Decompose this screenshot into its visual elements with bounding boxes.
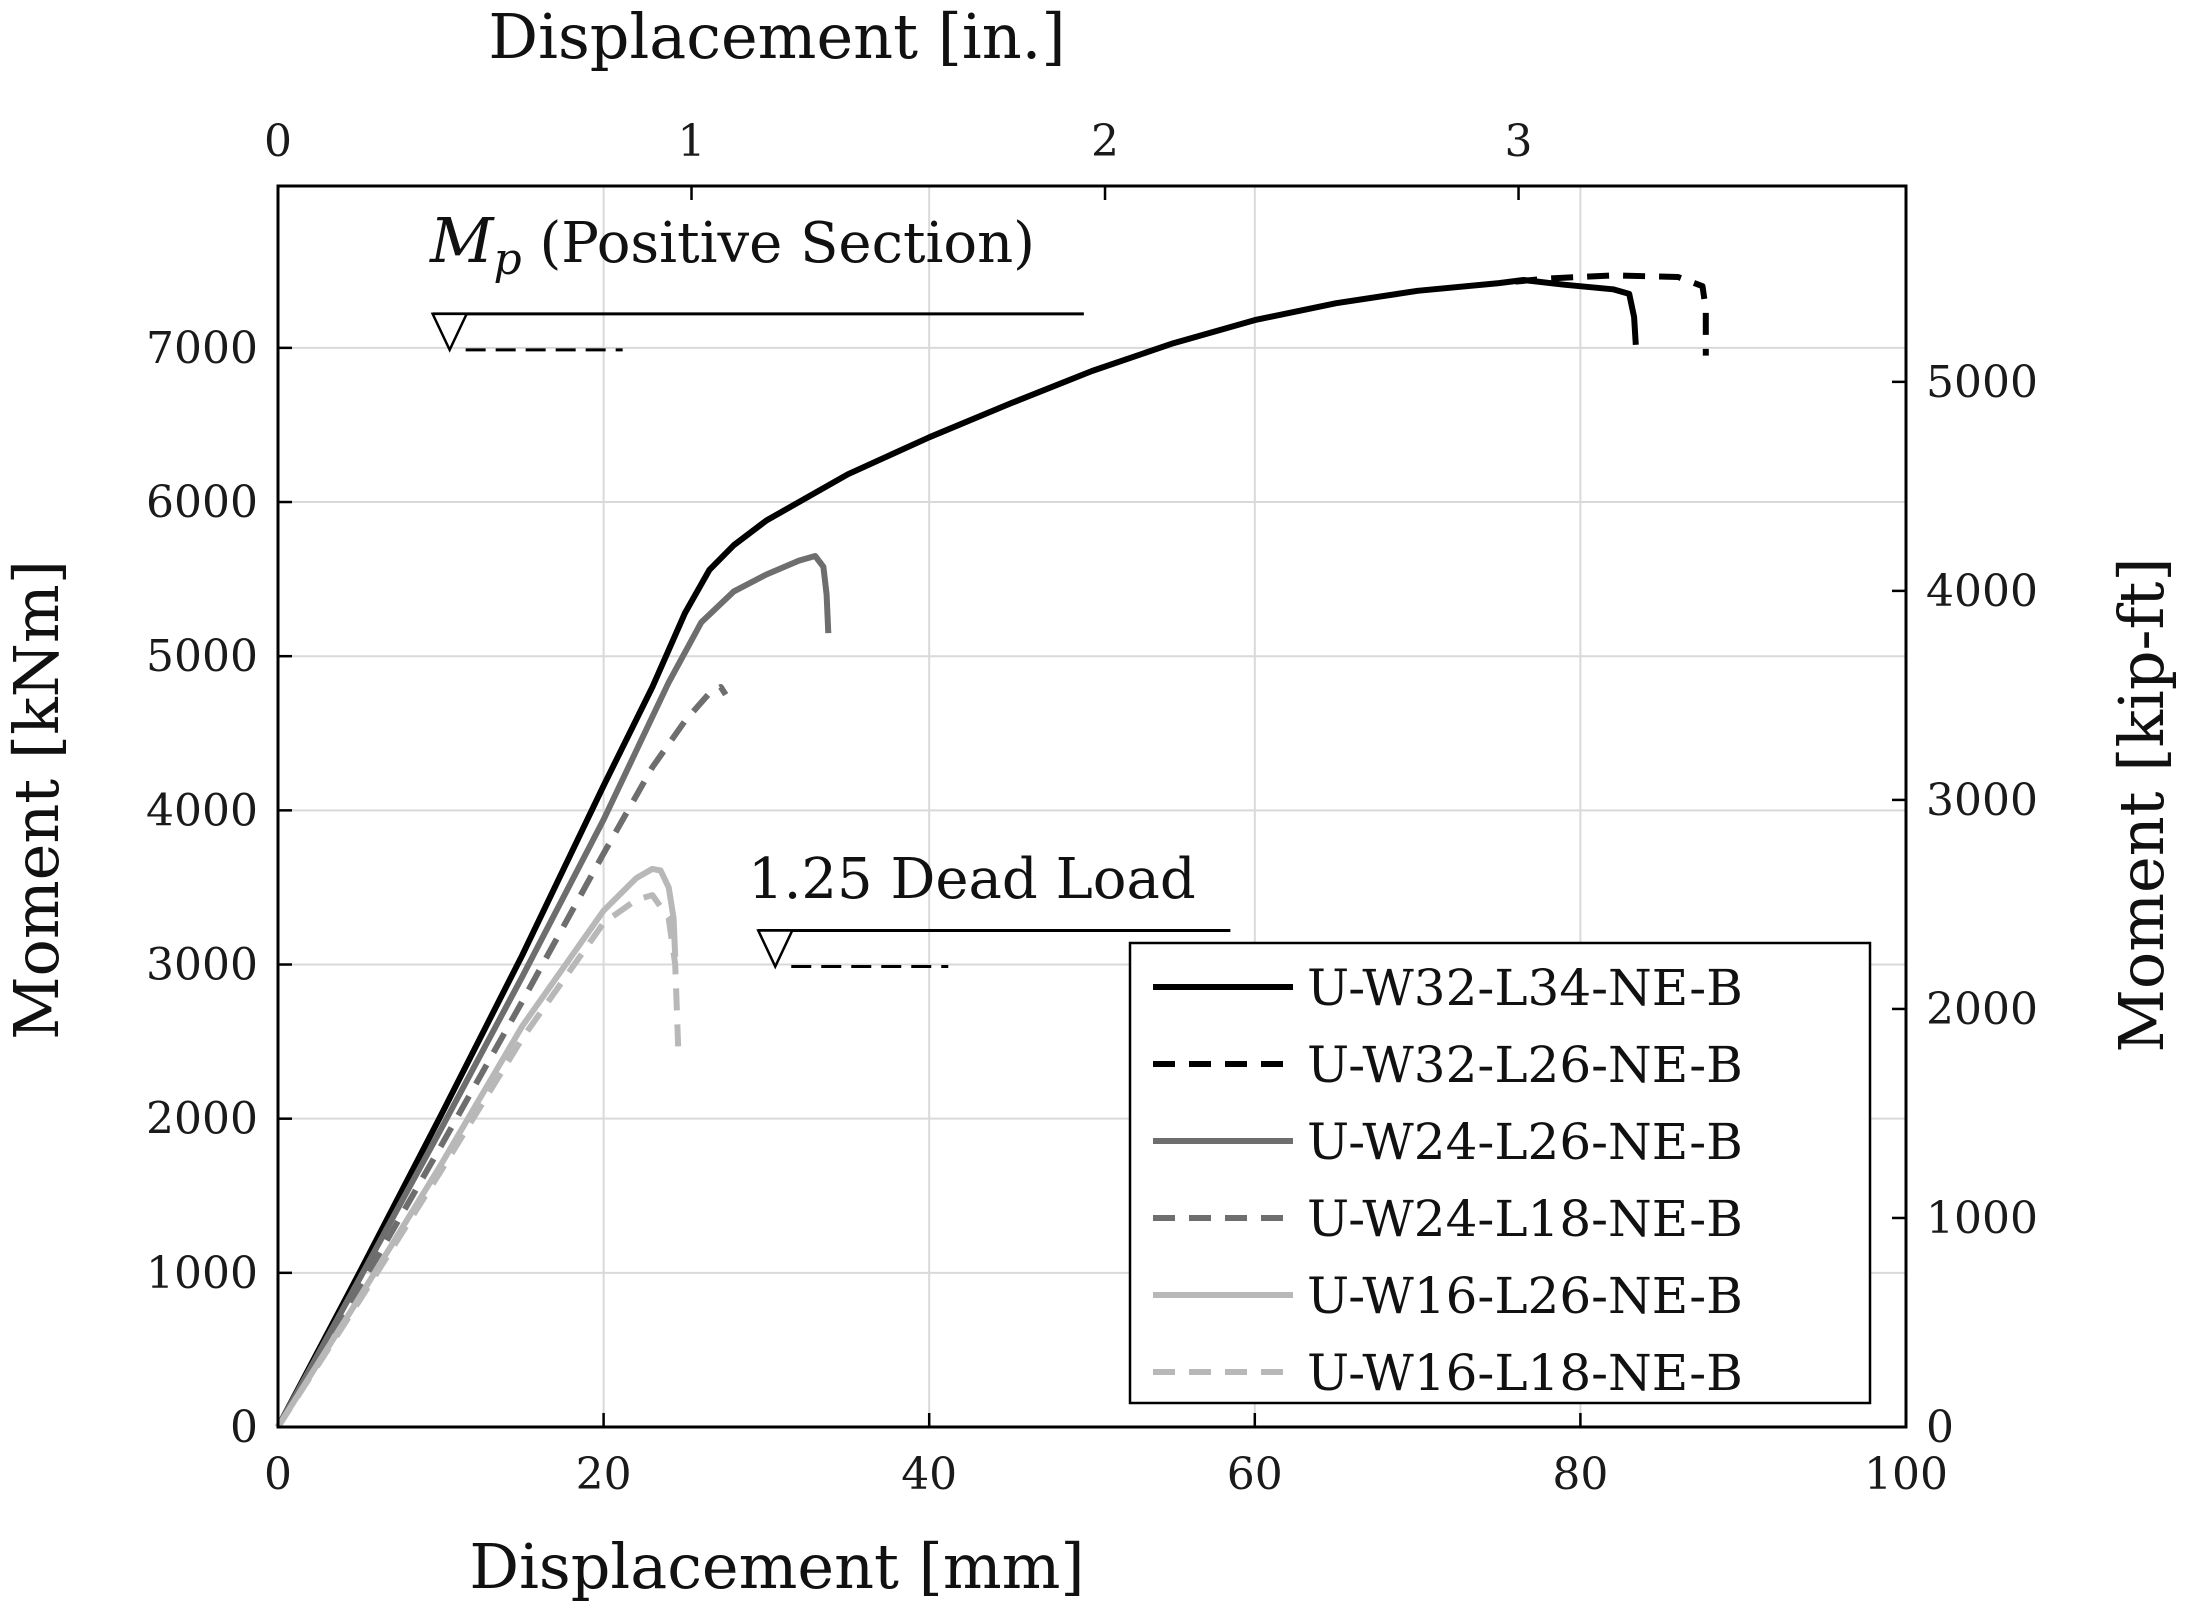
x2-tick-label: 0 <box>264 116 292 167</box>
plot-frame <box>276 184 1908 1429</box>
x-tick-label: 100 <box>1864 1449 1948 1500</box>
ticks: 0 20 40 60 80 1000100020003000400050006000700… <box>146 116 2038 1500</box>
x-tick-label: 40 <box>901 1449 957 1500</box>
grid <box>278 186 1906 1427</box>
dead-load-annotation-label: 1.25 Dead Load <box>748 847 1196 912</box>
x2-axis-title: Displacement [in.] <box>488 0 1065 73</box>
legend-label: U-W16-L18-NE-B <box>1307 1344 1743 1402</box>
legend-box <box>1128 941 1872 1405</box>
legend-label: U-W24-L26-NE-B <box>1307 1113 1743 1171</box>
y-tick-label: 5000 <box>146 631 258 682</box>
mp-text: (Positive Section) <box>522 211 1035 276</box>
y2-axis-title: Moment [kip-ft] <box>2105 557 2178 1052</box>
y2-tick-label: 5000 <box>1926 357 2038 408</box>
legend-label: U-W24-L18-NE-B <box>1307 1190 1743 1248</box>
y2-tick-label: 0 <box>1926 1402 1954 1453</box>
legend: U-W32-L34-NE-B U-W32-L26-NE-B U-W24-L26-NE… <box>1128 941 1872 1405</box>
mp-marker-triangle <box>430 312 469 353</box>
annotations: Mp (Positive Section) 1.25 Dead Load <box>429 204 1231 970</box>
legend-label: U-W16-L26-NE-B <box>1307 1267 1743 1325</box>
mp-subscript: p <box>493 234 521 285</box>
y-tick-label: 1000 <box>146 1248 258 1299</box>
y-axis-title: Moment [kNm] <box>0 560 73 1040</box>
y-tick-label: 0 <box>230 1402 258 1453</box>
y2-tick-label: 4000 <box>1926 566 2038 617</box>
mp-annotation-label: Mp (Positive Section) <box>429 204 1035 285</box>
x-axis-title: Displacement [mm] <box>469 1530 1084 1603</box>
y2-tick-label: 3000 <box>1926 775 2038 826</box>
series-line-u-w16-l26-ne-b <box>275 865 679 1429</box>
x-tick-label: 0 <box>264 1449 292 1500</box>
series-line-u-w24-l26-ne-b <box>275 553 832 1429</box>
dead-load-marker-triangle <box>756 929 795 970</box>
legend-label: U-W32-L34-NE-B <box>1307 959 1743 1017</box>
x-tick-label: 20 <box>576 1449 632 1500</box>
mp-symbol: M <box>429 204 495 277</box>
x-tick-label: 60 <box>1227 1449 1283 1500</box>
y2-tick-label: 2000 <box>1926 984 2038 1035</box>
y2-tick-label: 1000 <box>1926 1193 2038 1244</box>
x-tick-label: 80 <box>1552 1449 1608 1500</box>
legend-label: U-W32-L26-NE-B <box>1307 1036 1743 1094</box>
series-line-u-w16-l18-ne-b <box>275 892 682 1429</box>
y-tick-label: 7000 <box>146 323 258 374</box>
y-tick-label: 4000 <box>146 785 258 836</box>
x2-tick-label: 1 <box>678 116 706 167</box>
series-line-u-w32-l34-ne-b <box>275 277 1639 1429</box>
series-layer <box>275 272 1709 1429</box>
y-tick-label: 2000 <box>146 1094 258 1145</box>
y-tick-label: 6000 <box>146 477 258 528</box>
y-tick-label: 3000 <box>146 940 258 991</box>
x2-tick-label: 2 <box>1091 116 1119 167</box>
series-line-u-w32-l26-ne-b <box>1515 272 1709 356</box>
x2-tick-label: 3 <box>1505 116 1533 167</box>
